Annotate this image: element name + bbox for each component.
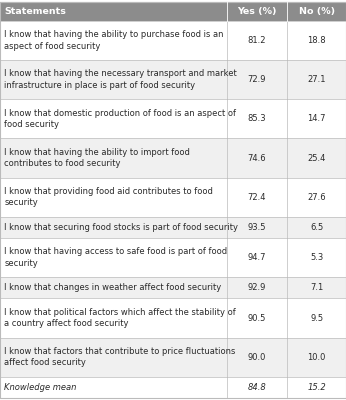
Bar	[0, 178, 346, 217]
Text: I know that domestic production of food is an aspect of
food security: I know that domestic production of food …	[4, 109, 236, 129]
Bar	[0, 298, 346, 338]
Bar	[0, 217, 346, 238]
Bar	[0, 99, 346, 138]
Text: I know that having the necessary transport and market
infrastructure in place is: I know that having the necessary transpo…	[4, 70, 237, 90]
Text: Statements: Statements	[4, 7, 66, 16]
Text: 90.5: 90.5	[248, 314, 266, 322]
Bar	[0, 338, 346, 377]
Text: 15.2: 15.2	[307, 383, 326, 392]
Text: 94.7: 94.7	[248, 253, 266, 262]
Text: I know that providing food aid contributes to food
security: I know that providing food aid contribut…	[4, 187, 213, 208]
Text: 92.9: 92.9	[248, 283, 266, 292]
Text: 84.8: 84.8	[247, 383, 266, 392]
Text: 14.7: 14.7	[307, 114, 326, 123]
Text: 74.6: 74.6	[248, 154, 266, 162]
Text: Yes (%): Yes (%)	[237, 7, 277, 16]
Bar	[0, 238, 346, 277]
Bar	[0, 21, 346, 60]
Text: No (%): No (%)	[299, 7, 335, 16]
Text: 9.5: 9.5	[310, 314, 323, 322]
Text: I know that having the ability to purchase food is an
aspect of food security: I know that having the ability to purcha…	[4, 30, 224, 51]
Text: I know that having the ability to import food
contributes to food security: I know that having the ability to import…	[4, 148, 190, 168]
Bar	[0, 377, 346, 398]
Text: 27.6: 27.6	[307, 193, 326, 202]
Text: 7.1: 7.1	[310, 283, 323, 292]
Text: I know that political factors which affect the stability of
a country affect foo: I know that political factors which affe…	[4, 308, 236, 328]
Text: 93.5: 93.5	[248, 223, 266, 232]
Text: 90.0: 90.0	[248, 353, 266, 362]
Text: 18.8: 18.8	[307, 36, 326, 45]
Text: I know that changes in weather affect food security: I know that changes in weather affect fo…	[4, 283, 221, 292]
Text: Knowledge mean: Knowledge mean	[4, 383, 76, 392]
Bar	[0, 138, 346, 178]
Text: 27.1: 27.1	[307, 75, 326, 84]
Text: 5.3: 5.3	[310, 253, 323, 262]
Text: 10.0: 10.0	[307, 353, 326, 362]
Text: 72.9: 72.9	[248, 75, 266, 84]
Text: 25.4: 25.4	[307, 154, 326, 162]
Text: 81.2: 81.2	[248, 36, 266, 45]
Text: I know that factors that contribute to price fluctuations
affect food security: I know that factors that contribute to p…	[4, 347, 236, 368]
Text: I know that having access to safe food is part of food
security: I know that having access to safe food i…	[4, 248, 227, 268]
Text: 85.3: 85.3	[248, 114, 266, 123]
Text: 6.5: 6.5	[310, 223, 323, 232]
Text: 72.4: 72.4	[248, 193, 266, 202]
Bar	[0, 60, 346, 99]
Bar	[0, 277, 346, 298]
Text: I know that securing food stocks is part of food security: I know that securing food stocks is part…	[4, 223, 238, 232]
Bar	[0, 2, 346, 21]
